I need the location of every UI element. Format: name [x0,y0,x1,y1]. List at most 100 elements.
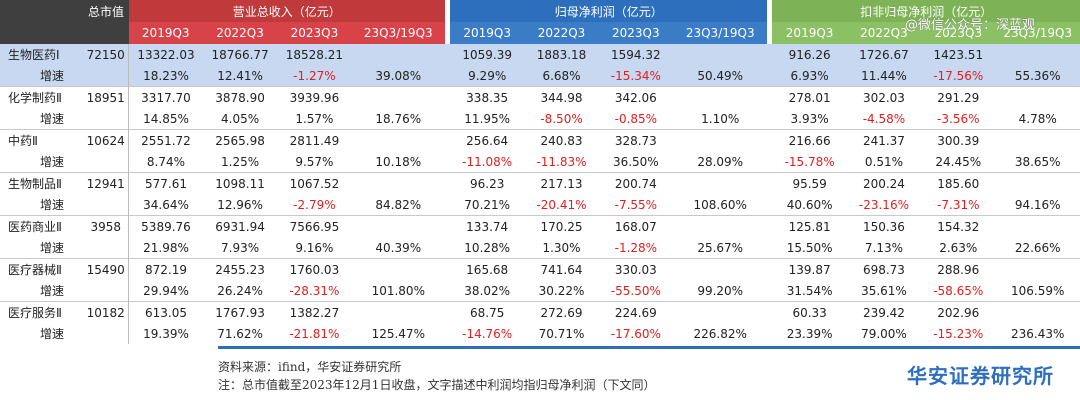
value-cell: 185.60 [921,172,996,194]
value-cell: 3317.70 [128,86,203,108]
deducted-group-header: 扣非归母净利润（亿元） [772,0,1080,22]
growth-cell: 11.44% [846,65,922,87]
value-cell: 125.81 [772,215,847,237]
value-cell: 256.64 [450,129,525,151]
growth-cell: 4.05% [221,111,260,126]
table-row: 增速 19.39% 71.62% -21.81% 125.47% -14.76% 70.71… [0,323,1080,344]
growth-cell: 7.13% [864,240,903,255]
value-cell: 278.01 [772,86,847,108]
table-row: 医疗服务Ⅱ 10182 613.05 1767.93 1382.27 68.75 272.6… [0,301,1080,323]
value-cell: 2455.23 [202,258,278,280]
value-cell: 698.73 [846,258,922,280]
value-cell [995,129,1080,151]
value-cell: 288.96 [921,258,996,280]
value-cell: 1767.93 [202,301,278,323]
value-cell: 133.74 [450,215,525,237]
growth-cell: 9.16% [295,240,334,255]
growth-cell: 84.82% [375,197,422,212]
value-cell: 1098.11 [202,172,278,194]
growth-cell: -23.16% [858,197,909,212]
growth-cell: 70.71% [538,326,585,341]
period-header: 2023Q3 [598,22,673,44]
value-cell: 96.23 [450,172,525,194]
growth-cell: 18.23% [128,65,203,87]
value-cell [995,86,1080,108]
growth-cell: 30.22% [538,283,585,298]
growth-cell: -58.65% [933,283,984,298]
growth-cell: 125.47% [371,326,425,341]
value-cell: 95.59 [772,172,847,194]
growth-cell: 4.78% [1018,111,1057,126]
growth-cell: 226.82% [693,326,747,341]
growth-cell: -3.56% [937,111,980,126]
value-cell: 1760.03 [277,258,352,280]
table-row: 增速 14.85% 4.05% 1.57% 18.76% 11.95% -8.50% -0.8… [0,108,1080,130]
growth-cell: -21.81% [289,326,340,341]
growth-cell: 26.24% [217,283,263,298]
growth-cell: 21.98% [143,240,189,255]
value-cell [673,172,768,194]
table-row: 生物医药Ⅰ 72150 13322.03 18766.77 18528.21 1059.3… [0,44,1080,65]
market-cap-header: 总市值 [83,0,129,22]
period-header: 2023Q3 [277,22,352,44]
growth-label: 增速 [40,241,65,255]
growth-cell: 36.50% [612,154,659,169]
period-header: 2023Q3 [921,22,996,44]
value-cell: 68.75 [450,301,525,323]
watermark: @微信公众号：深蓝观 [905,18,1036,33]
value-cell: 328.73 [598,129,673,151]
growth-cell: -15.78% [784,154,835,169]
period-header: 23Q3/19Q3 [673,22,768,44]
value-cell: 3939.96 [277,86,352,108]
period-header: 2022Q3 [524,22,599,44]
value-cell: 872.19 [128,258,203,280]
growth-cell: -7.31% [937,197,980,212]
growth-cell: -15.23% [933,326,984,341]
growth-cell: -17.56% [921,65,996,87]
growth-cell: 19.39% [143,326,189,341]
growth-cell: 31.54% [786,283,833,298]
growth-cell: 101.80% [371,283,425,298]
growth-cell: 50.49% [673,65,768,87]
growth-label: 增速 [40,112,65,126]
growth-cell: 106.59% [1011,283,1065,298]
growth-cell: 1.25% [221,154,260,169]
value-cell: 916.26 [772,44,847,65]
value-cell: 3878.90 [202,86,278,108]
revenue-group-header: 营业总收入（亿元） [128,0,445,22]
growth-cell: 28.09% [697,154,744,169]
growth-cell: 34.64% [143,197,189,212]
value-cell: 216.66 [772,129,847,151]
value-cell [673,215,768,237]
value-cell: 240.83 [524,129,599,151]
growth-cell: 10.28% [464,240,511,255]
growth-cell: -2.79% [293,197,336,212]
value-cell: 60.33 [772,301,847,323]
growth-label: 增速 [40,198,65,212]
value-cell [995,301,1080,323]
growth-cell: -15.34% [598,65,673,87]
growth-cell: -0.85% [614,111,658,126]
market-cap-value: 12941 [83,172,130,194]
value-cell: 154.32 [921,215,996,237]
value-cell [351,172,445,194]
growth-cell: 38.65% [1014,154,1061,169]
growth-cell: 94.16% [1014,197,1061,212]
value-cell: 2811.49 [277,129,352,151]
growth-cell: 108.60% [693,197,747,212]
growth-cell: 14.85% [143,111,189,126]
value-cell: 168.07 [598,215,673,237]
value-cell [995,44,1080,65]
value-cell: 18528.21 [277,44,352,65]
table-row: 医药商业Ⅱ 3958 5389.76 6931.94 7566.95 133.74 170.… [0,215,1080,237]
growth-cell: 55.36% [995,65,1080,87]
market-cap-value: 3958 [83,215,130,237]
growth-cell: 22.66% [1014,240,1061,255]
growth-cell: -1.27% [277,65,352,87]
value-cell: 1726.67 [846,44,922,65]
value-cell: 165.68 [450,258,525,280]
value-cell [351,86,445,108]
growth-cell: -8.50% [540,111,583,126]
value-cell: 1883.18 [524,44,599,65]
growth-cell: 25.67% [697,240,744,255]
